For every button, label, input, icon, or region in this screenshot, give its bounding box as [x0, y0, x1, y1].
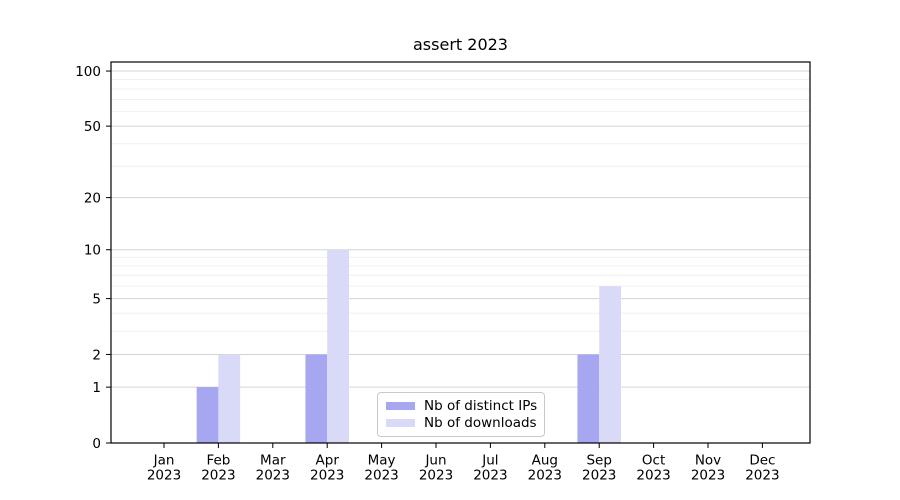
x-tick-label-month: Dec — [749, 453, 775, 469]
x-tick-label-year: 2023 — [201, 468, 235, 484]
x-tick-label-month: Aug — [532, 453, 558, 469]
y-tick-label: 20 — [84, 190, 101, 206]
x-tick-label-year: 2023 — [636, 468, 670, 484]
legend-label-distinct-ips: Nb of distinct IPs — [424, 397, 538, 414]
x-tick-label-month: Nov — [695, 453, 721, 469]
x-tick-label-month: Apr — [316, 453, 340, 469]
legend-label-downloads: Nb of downloads — [424, 415, 537, 432]
x-tick-label-year: 2023 — [473, 468, 507, 484]
x-tick-label-year: 2023 — [745, 468, 779, 484]
axes-border — [110, 61, 811, 444]
x-tick-label-month: May — [368, 453, 396, 469]
x-tick-label-month: Mar — [260, 453, 286, 469]
x-tick-label-month: Jun — [424, 453, 446, 469]
x-tick-label-month: Feb — [206, 453, 230, 469]
x-tick-label-year: 2023 — [147, 468, 181, 484]
y-tick-label: 100 — [75, 64, 101, 80]
y-tick-label: 2 — [92, 347, 101, 363]
x-tick-label-year: 2023 — [582, 468, 616, 484]
y-tick-label: 1 — [92, 380, 101, 396]
y-tick-label: 0 — [92, 436, 101, 452]
legend-item-distinct-ips: Nb of distinct IPs — [386, 397, 538, 414]
bar-distinct-ips-feb — [196, 387, 219, 443]
bar-downloads-sep — [599, 286, 621, 443]
legend-item-downloads: Nb of downloads — [386, 415, 537, 432]
bar-downloads-apr — [327, 249, 349, 443]
x-tick-label-year: 2023 — [256, 468, 290, 484]
bar-distinct-ips-sep — [577, 354, 600, 443]
legend-swatch-distinct-ips — [386, 401, 415, 410]
x-tick-label-month: Jan — [153, 453, 175, 469]
x-tick-label-year: 2023 — [691, 468, 725, 484]
x-tick-label-year: 2023 — [528, 468, 562, 484]
bar-distinct-ips-apr — [305, 354, 328, 443]
y-tick-label: 10 — [84, 243, 101, 259]
x-tick-label-month: Jul — [481, 453, 498, 469]
bar-downloads-feb — [218, 354, 241, 443]
y-tick-label: 5 — [92, 291, 101, 307]
legend: Nb of distinct IPs Nb of downloads — [377, 392, 545, 437]
x-tick-label-year: 2023 — [310, 468, 344, 484]
x-tick-label-year: 2023 — [364, 468, 398, 484]
chart-title: assert 2023 — [413, 35, 508, 54]
x-tick-label-year: 2023 — [419, 468, 453, 484]
x-tick-label-month: Sep — [586, 453, 611, 469]
y-tick-label: 50 — [84, 119, 101, 135]
legend-swatch-downloads — [386, 419, 415, 428]
x-tick-label-month: Oct — [642, 453, 665, 469]
